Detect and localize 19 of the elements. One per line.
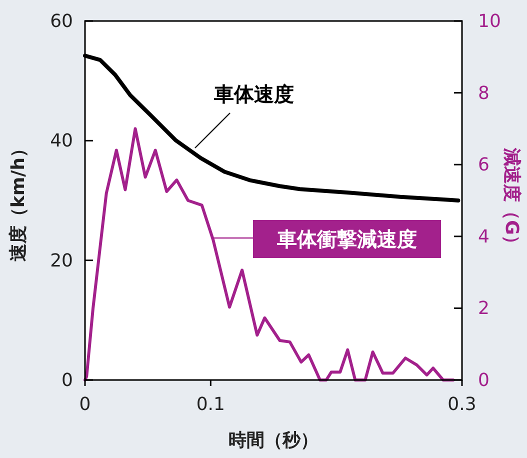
y2-tick-label: 10 [478, 11, 501, 32]
y-tick-label: 40 [50, 130, 73, 152]
y-axis-title: 速度（km/h） [8, 139, 29, 262]
x-tick-label: 0.3 [448, 394, 476, 415]
y2-axis-title: 減速度（G） [501, 147, 522, 253]
y-tick-label: 60 [50, 11, 73, 32]
x-axis-title: 時間（秒） [228, 430, 318, 451]
x-tick-label: 0.1 [196, 394, 225, 415]
y-tick-label: 20 [50, 250, 73, 272]
text: 車体速度 [213, 82, 294, 106]
legend-label: 車体衝撃減速度 [276, 227, 417, 251]
y2-tick-label: 0 [478, 370, 490, 391]
y-tick-label: 0 [62, 370, 73, 391]
y2-tick-label: 2 [478, 298, 490, 320]
y2-tick-label: 8 [478, 82, 490, 104]
y2-tick-label: 6 [478, 154, 490, 176]
y2-tick-label: 4 [478, 226, 490, 248]
line-series [84, 127, 455, 382]
x-tick-label: 0 [79, 394, 91, 415]
